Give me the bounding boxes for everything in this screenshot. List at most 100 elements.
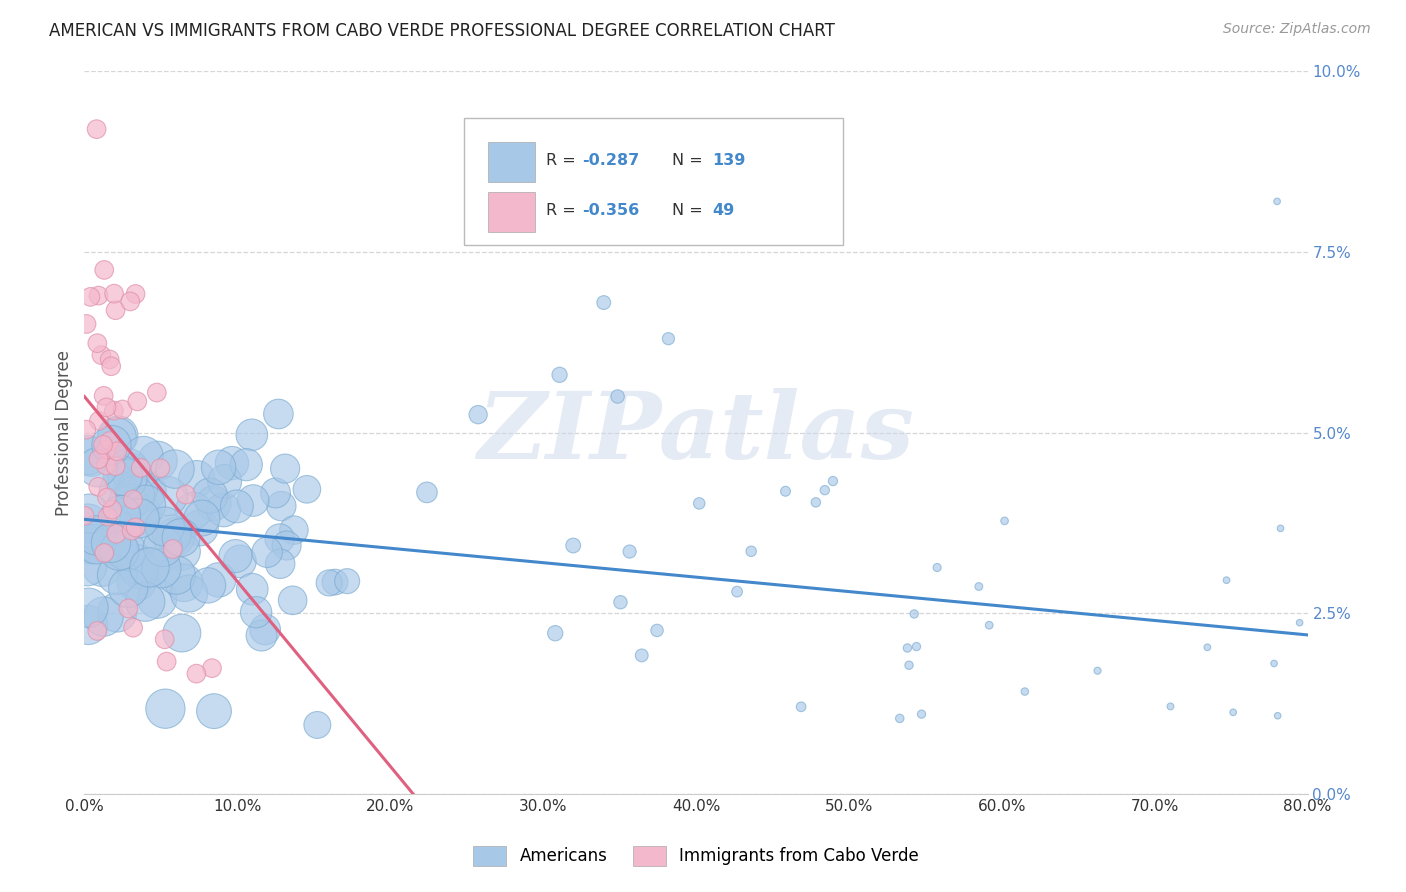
Point — [98, 434, 121, 448]
Point — [127, 480, 149, 494]
Point — [117, 472, 139, 486]
Point — [108, 543, 131, 558]
Text: R =: R = — [546, 202, 581, 218]
Point — [100, 359, 122, 374]
Point — [170, 626, 193, 640]
Point — [1215, 573, 1237, 587]
Point — [245, 605, 267, 619]
Point — [202, 496, 225, 510]
Point — [101, 502, 124, 516]
Point — [156, 655, 179, 669]
Point — [467, 408, 489, 422]
Point — [121, 524, 143, 538]
Point — [162, 542, 184, 557]
Point — [645, 624, 668, 638]
Point — [1270, 521, 1292, 535]
Point — [77, 618, 100, 632]
Point — [125, 574, 148, 589]
Point — [967, 580, 990, 594]
Point — [927, 560, 949, 574]
Point — [117, 601, 139, 615]
Point — [905, 640, 928, 654]
Point — [84, 537, 107, 551]
Point — [79, 290, 101, 304]
Point — [76, 559, 98, 574]
Point — [125, 536, 148, 550]
Point — [146, 591, 169, 606]
Point — [79, 537, 101, 551]
Point — [84, 528, 107, 542]
Point — [149, 461, 172, 475]
Point — [93, 389, 115, 403]
Point — [105, 567, 128, 582]
Point — [1288, 615, 1310, 630]
Point — [131, 508, 153, 522]
Point — [80, 450, 103, 464]
Point — [75, 423, 97, 437]
Point — [93, 546, 115, 560]
Point — [619, 544, 641, 558]
Point — [170, 544, 193, 558]
Text: -0.356: -0.356 — [582, 202, 640, 218]
Point — [896, 640, 918, 655]
Point — [198, 489, 221, 503]
Point — [160, 527, 183, 541]
Point — [98, 352, 121, 367]
Point — [117, 496, 139, 510]
Point — [214, 475, 236, 489]
Point — [910, 707, 932, 722]
Point — [307, 718, 329, 732]
Point — [122, 621, 145, 635]
Point — [283, 523, 305, 537]
Point — [804, 495, 827, 509]
Point — [201, 661, 224, 675]
Point — [814, 483, 837, 498]
Point — [548, 368, 571, 382]
Point — [416, 485, 439, 500]
Point — [125, 520, 148, 534]
Point — [229, 554, 252, 568]
Point — [97, 509, 120, 524]
Point — [96, 491, 118, 505]
Point — [132, 449, 155, 463]
Point — [235, 458, 257, 472]
Point — [202, 704, 225, 718]
Point — [240, 582, 263, 596]
Point — [155, 702, 177, 716]
Point — [100, 536, 122, 550]
Point — [592, 295, 614, 310]
Point — [105, 606, 128, 620]
Point — [993, 514, 1015, 528]
Point — [183, 503, 205, 517]
Point — [609, 595, 631, 609]
Point — [269, 557, 291, 571]
Point — [153, 632, 176, 647]
Point — [1265, 194, 1288, 209]
Point — [77, 448, 100, 462]
Text: -0.287: -0.287 — [582, 153, 640, 168]
Point — [254, 623, 277, 637]
Legend: Americans, Immigrants from Cabo Verde: Americans, Immigrants from Cabo Verde — [467, 839, 925, 872]
Text: ZIPatlas: ZIPatlas — [478, 388, 914, 477]
Point — [979, 618, 1001, 632]
Point — [77, 600, 100, 615]
Bar — [488, 192, 534, 232]
Point — [110, 508, 132, 522]
Point — [1014, 684, 1036, 698]
Point — [221, 456, 243, 470]
Point — [790, 699, 813, 714]
Point — [225, 500, 247, 514]
Point — [1263, 657, 1285, 671]
Point — [224, 549, 246, 563]
Text: Source: ZipAtlas.com: Source: ZipAtlas.com — [1223, 22, 1371, 37]
Point — [270, 499, 292, 513]
Point — [153, 519, 176, 533]
Point — [188, 521, 211, 535]
Point — [120, 294, 142, 309]
Point — [79, 507, 101, 521]
Point — [1222, 706, 1244, 720]
Point — [87, 288, 110, 302]
Text: 49: 49 — [711, 202, 734, 218]
Point — [76, 317, 98, 331]
Point — [208, 573, 231, 587]
